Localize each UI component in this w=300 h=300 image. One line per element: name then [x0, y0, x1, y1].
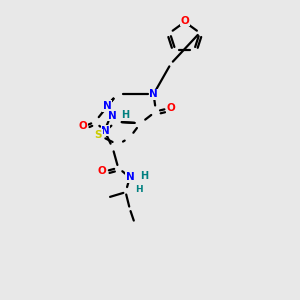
Text: N: N [101, 126, 110, 136]
Text: N: N [126, 172, 135, 182]
Text: S: S [94, 130, 102, 140]
Text: H: H [136, 185, 143, 194]
Text: N: N [103, 101, 111, 111]
Text: O: O [79, 121, 88, 130]
Text: H: H [140, 171, 148, 181]
Text: O: O [98, 166, 106, 176]
Text: O: O [180, 16, 189, 26]
Text: O: O [167, 103, 175, 113]
Text: N: N [108, 111, 116, 121]
Text: N: N [149, 89, 158, 99]
Text: H: H [121, 110, 129, 120]
